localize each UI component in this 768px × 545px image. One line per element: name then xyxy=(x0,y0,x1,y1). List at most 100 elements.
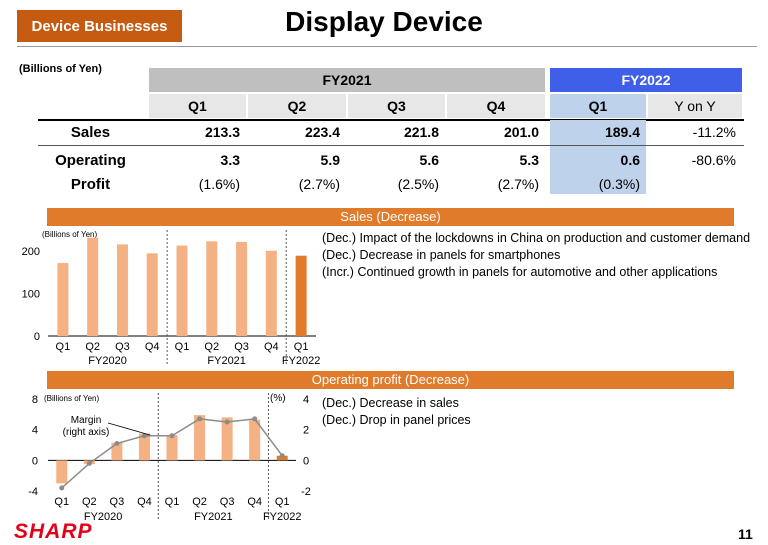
row-label-sales: Sales xyxy=(70,123,111,141)
bar xyxy=(176,245,188,336)
margin-pointer xyxy=(107,422,151,436)
x-tick-label: Q4 xyxy=(137,496,152,508)
margin-point xyxy=(224,419,230,425)
table-cell: 5.3 xyxy=(519,152,539,168)
bar xyxy=(166,435,178,461)
bar xyxy=(116,244,128,336)
bar xyxy=(111,442,123,461)
bar xyxy=(138,433,150,461)
fy2022-q1-column xyxy=(550,120,646,194)
table-cell: (2.7%) xyxy=(298,176,340,192)
y-axis-unit: (Billions of Yen) xyxy=(44,394,99,403)
bar xyxy=(295,255,307,336)
col-header: Q3 xyxy=(348,94,445,118)
margin-point xyxy=(252,416,258,422)
bar xyxy=(236,241,248,336)
section-badge: Device Businesses xyxy=(17,10,182,42)
bar xyxy=(146,253,158,336)
col-header: Q1 xyxy=(550,94,646,118)
table-cell: 201.0 xyxy=(503,124,539,140)
table-cell: -80.6% xyxy=(691,152,736,168)
table-cell: 213.3 xyxy=(204,124,240,140)
x-tick-label: Q1 xyxy=(56,341,71,353)
x-tick-label: Q4 xyxy=(264,341,279,353)
y-tick-label: 200 xyxy=(22,246,40,258)
page-title: Display Device xyxy=(285,6,483,37)
x-tick-label: Q2 xyxy=(82,496,97,508)
margin-point xyxy=(169,433,175,439)
x-tick-label: Q2 xyxy=(85,341,100,353)
x-tick-label: Q3 xyxy=(110,496,125,508)
table-cell: 3.3 xyxy=(220,152,240,168)
table-cell: 223.4 xyxy=(304,124,340,140)
table-cell: (2.5%) xyxy=(397,176,439,192)
col-header: Q2 xyxy=(248,94,346,118)
x-group-label: FY2021 xyxy=(194,511,233,523)
x-tick-label: Q1 xyxy=(175,341,190,353)
x-tick-label: Q2 xyxy=(204,341,219,353)
col-header: Q4 xyxy=(447,94,545,118)
bar xyxy=(194,415,206,461)
bullet-item: (Dec.) Decrease in panels for smartphone… xyxy=(322,248,561,262)
fy2022-header: FY2022 xyxy=(550,68,742,92)
y-tick-label: 8 xyxy=(32,394,38,406)
x-tick-label: Q3 xyxy=(115,341,130,353)
bar xyxy=(265,250,277,336)
bar xyxy=(87,237,99,336)
sharp-logo: SHARP xyxy=(14,520,93,543)
x-tick-label: Q3 xyxy=(234,341,249,353)
margin-note: Margin xyxy=(71,415,102,426)
table-cell: 0.6 xyxy=(620,152,640,168)
sales-bullets: (Dec.) Impact of the lockdowns in China … xyxy=(322,230,750,281)
table-cell: (1.6%) xyxy=(198,176,240,192)
y-tick-label: 4 xyxy=(32,425,38,437)
table-cell: 221.8 xyxy=(403,124,439,140)
table-cell: 5.6 xyxy=(419,152,439,168)
margin-note: (right axis) xyxy=(63,427,110,438)
x-tick-label: Q3 xyxy=(220,496,235,508)
table-cell: -11.2% xyxy=(692,124,736,140)
table-cell: 189.4 xyxy=(604,124,640,140)
x-tick-label: Q1 xyxy=(54,496,69,508)
x-group-label: FY2020 xyxy=(88,355,127,367)
table-cell: (2.7%) xyxy=(497,176,539,192)
bullet-item: (Dec.) Drop in panel prices xyxy=(322,413,471,427)
op-section-band: Operating profit (Decrease) xyxy=(47,371,734,389)
sales-chart: (Billions of Yen) 0 100 200 FY2020 FY2021 FY20… xyxy=(22,230,320,367)
y2-tick-label: 2 xyxy=(303,425,309,437)
y-tick-label: -4 xyxy=(28,486,38,498)
page-number: 11 xyxy=(738,526,753,542)
bullet-item: (Dec.) Decrease in sales xyxy=(322,396,459,410)
table-rule xyxy=(38,145,744,146)
y2-axis-unit: (%) xyxy=(270,393,286,404)
y-tick-label: 0 xyxy=(34,331,40,343)
x-tick-label: Q2 xyxy=(192,496,207,508)
table-unit-label: (Billions of Yen) xyxy=(19,63,102,75)
col-header: Q1 xyxy=(149,94,246,118)
op-bullets: (Dec.) Decrease in sales (Dec.) Drop in … xyxy=(322,395,471,429)
margin-point xyxy=(86,460,92,466)
bar xyxy=(249,419,261,461)
x-group-label: FY2022 xyxy=(263,511,302,523)
table-cell: (0.3%) xyxy=(598,176,640,192)
x-group-label: FY2020 xyxy=(84,511,123,523)
row-label-profit: Profit xyxy=(70,175,111,193)
header-divider xyxy=(17,46,757,47)
margin-point xyxy=(279,453,285,459)
margin-point xyxy=(114,440,120,446)
bar xyxy=(206,241,218,336)
y2-tick-label: 4 xyxy=(303,394,309,406)
col-header-yoy: Y on Y xyxy=(648,94,742,118)
y-tick-label: 100 xyxy=(22,289,40,301)
x-tick-label: Q4 xyxy=(247,496,262,508)
x-group-label: FY2022 xyxy=(282,355,320,367)
table-rule xyxy=(38,119,744,121)
y-tick-label: 0 xyxy=(32,455,38,467)
bar xyxy=(57,263,69,336)
margin-point xyxy=(197,416,203,422)
x-group-label: FY2021 xyxy=(207,355,246,367)
operating-profit-chart: (Billions of Yen) (%) -4 0 4 8 -2 0 2 4 FY2020 FY20… xyxy=(28,393,311,523)
x-tick-label: Q1 xyxy=(165,496,180,508)
bar xyxy=(56,460,68,484)
sales-section-band: Sales (Decrease) xyxy=(47,208,734,226)
